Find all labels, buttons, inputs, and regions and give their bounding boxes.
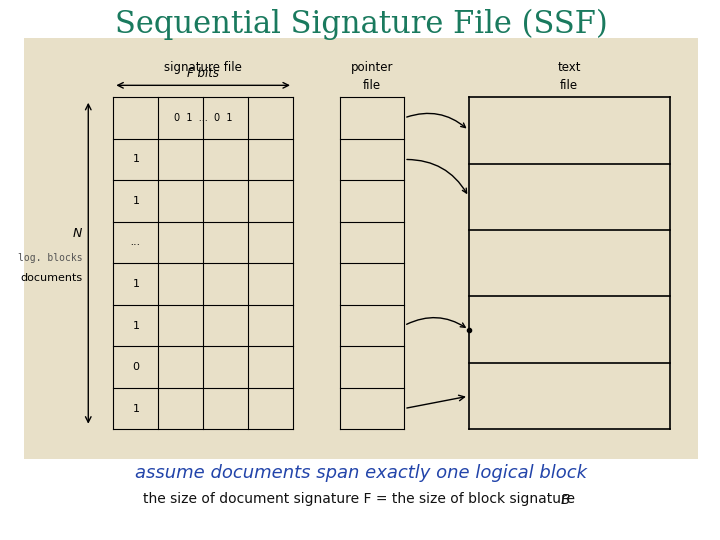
Text: text: text bbox=[557, 61, 581, 74]
Text: file: file bbox=[363, 79, 381, 92]
Text: 0: 0 bbox=[132, 362, 140, 372]
Text: the size of document signature F = the size of block signature: the size of document signature F = the s… bbox=[143, 492, 580, 507]
Text: Sequential Signature File (SSF): Sequential Signature File (SSF) bbox=[114, 9, 608, 40]
Text: pointer: pointer bbox=[351, 61, 393, 74]
FancyArrowPatch shape bbox=[407, 113, 465, 127]
Text: B: B bbox=[561, 492, 570, 507]
FancyArrowPatch shape bbox=[407, 318, 465, 327]
FancyBboxPatch shape bbox=[24, 38, 698, 459]
Text: ...: ... bbox=[130, 238, 141, 247]
Text: documents: documents bbox=[20, 273, 83, 284]
Text: 1: 1 bbox=[132, 321, 140, 330]
Text: signature file: signature file bbox=[164, 61, 242, 74]
Text: assume documents span exactly one logical block: assume documents span exactly one logica… bbox=[135, 463, 587, 482]
Text: F bits: F bits bbox=[187, 67, 219, 80]
Text: log. blocks: log. blocks bbox=[18, 253, 83, 263]
Text: file: file bbox=[560, 79, 578, 92]
Text: 1: 1 bbox=[132, 403, 140, 414]
FancyArrowPatch shape bbox=[407, 159, 467, 193]
Text: 1: 1 bbox=[132, 196, 140, 206]
Text: 1: 1 bbox=[132, 154, 140, 165]
Text: 0  1  ...  0  1: 0 1 ... 0 1 bbox=[174, 113, 233, 123]
Text: N: N bbox=[73, 227, 83, 240]
Text: 1: 1 bbox=[132, 279, 140, 289]
